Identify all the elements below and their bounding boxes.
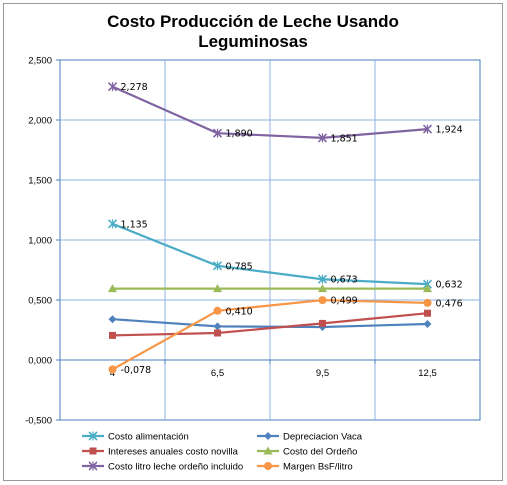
y-tick-label: 0,500 xyxy=(28,296,52,307)
series-2 xyxy=(109,309,431,339)
legend-marker xyxy=(88,461,98,471)
legend-label: Margen BsF/litro xyxy=(283,462,353,473)
data-label: 0,785 xyxy=(226,261,253,272)
data-point xyxy=(108,315,117,324)
data-point xyxy=(213,306,222,315)
series-5 xyxy=(108,296,432,374)
legend-label: Costo alimentación xyxy=(108,432,189,443)
data-point xyxy=(317,274,328,284)
series-1 xyxy=(108,315,432,331)
series-layer xyxy=(107,82,433,374)
data-point xyxy=(212,261,223,271)
data-point xyxy=(108,365,117,374)
data-label: 0,499 xyxy=(331,296,358,307)
series-3 xyxy=(108,284,432,293)
y-tick-label: 1,000 xyxy=(28,236,52,247)
data-label: 0,476 xyxy=(436,298,463,309)
x-tick-label: 6,5 xyxy=(211,368,224,379)
legend-marker xyxy=(88,431,98,441)
data-point xyxy=(424,309,431,317)
data-point xyxy=(319,319,326,327)
data-point xyxy=(318,284,327,293)
series-line xyxy=(112,318,428,329)
data-point xyxy=(213,284,222,293)
series-line xyxy=(112,85,428,139)
data-point xyxy=(423,320,432,328)
x-tick-label: 9,5 xyxy=(316,368,329,379)
legend-marker xyxy=(89,447,97,455)
legend-label: Costo litro leche ordeño incluido xyxy=(108,462,243,473)
legend-marker xyxy=(264,432,272,440)
x-tick-label: 12,5 xyxy=(418,368,437,379)
x-tick-label: 4 xyxy=(110,368,115,379)
data-label: 0,673 xyxy=(331,275,358,286)
data-label: 0,410 xyxy=(226,306,253,317)
data-point xyxy=(317,133,328,143)
y-tick-label: -0,500 xyxy=(25,416,52,427)
data-point xyxy=(422,124,433,134)
data-label: 1,924 xyxy=(436,125,463,136)
chart-title-line-1: Costo Producción de Leche Usando xyxy=(107,12,399,31)
data-point xyxy=(213,322,222,331)
legend-marker xyxy=(263,446,273,455)
y-tick-label: 2,500 xyxy=(28,56,52,67)
data-point xyxy=(107,219,118,229)
legend-label: Intereses anuales costo novilla xyxy=(108,447,239,458)
series-line xyxy=(112,312,428,337)
data-point xyxy=(423,284,432,293)
data-point xyxy=(108,284,117,293)
legend-item: Costo alimentación xyxy=(82,431,189,443)
data-label: 1,135 xyxy=(121,219,148,230)
label-layer: 1,135 0,785 0,673 0,632 2,278 1,890 1,851 1,924… xyxy=(121,82,463,376)
data-point xyxy=(214,329,221,337)
series-line xyxy=(111,299,428,371)
series-line xyxy=(112,222,428,286)
data-point xyxy=(212,128,223,138)
legend-item: Costo del Ordeño xyxy=(257,446,357,458)
legend-item: Depreciacion Vaca xyxy=(257,432,363,443)
legend-item: Costo litro leche ordeño incluido xyxy=(82,461,243,473)
data-label: -0,078 xyxy=(121,365,152,376)
y-tick-label: 2,000 xyxy=(28,116,52,127)
data-label: 1,851 xyxy=(331,133,358,144)
legend-label: Depreciacion Vaca xyxy=(283,432,363,443)
data-point xyxy=(109,331,116,339)
legend-item: Margen BsF/litro xyxy=(257,462,353,473)
legend-item: Intereses anuales costo novilla xyxy=(82,447,239,458)
data-label: 0,632 xyxy=(436,280,463,291)
y-tick-label: 0,000 xyxy=(28,356,52,367)
legend-marker xyxy=(264,462,272,470)
legend-label: Costo del Ordeño xyxy=(283,447,357,458)
data-label: 2,278 xyxy=(121,82,148,93)
data-label: 1,890 xyxy=(226,129,253,140)
legend: Costo alimentación Depreciacion Vaca Inter… xyxy=(82,431,363,473)
data-point xyxy=(423,298,432,307)
data-point xyxy=(318,296,327,305)
data-point xyxy=(107,82,118,92)
series-4 xyxy=(107,82,433,143)
chart-title-line-2: Leguminosas xyxy=(198,32,308,51)
y-tick-label: 1,500 xyxy=(28,176,52,187)
